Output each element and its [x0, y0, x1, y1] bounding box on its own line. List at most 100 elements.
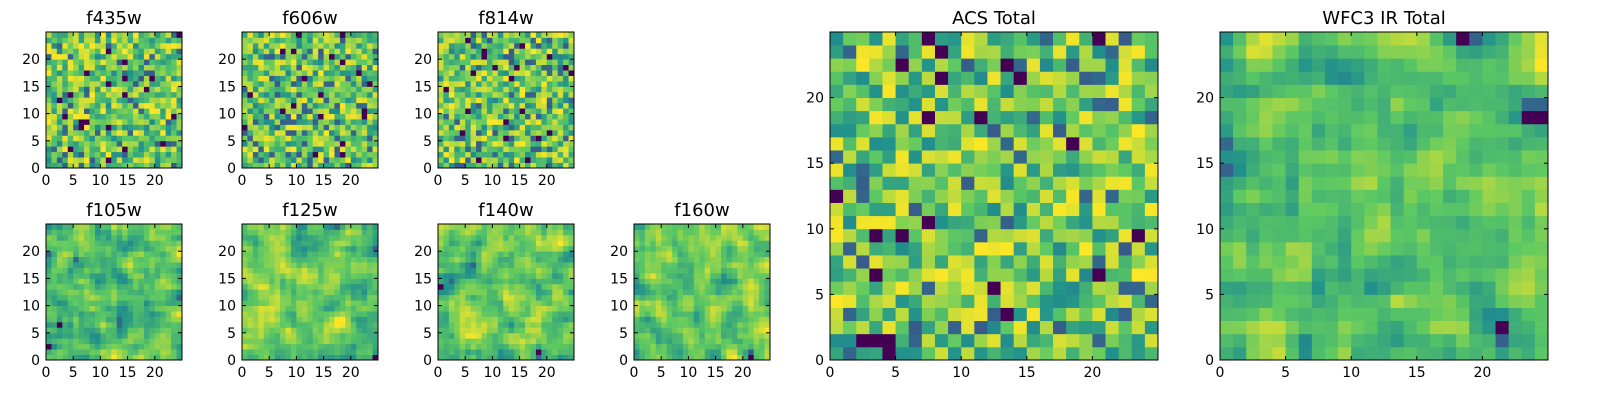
heatmap-cell	[127, 113, 134, 120]
heatmap-cell	[127, 251, 134, 258]
heatmap-cell	[89, 338, 96, 345]
heatmap-cell	[1105, 333, 1120, 348]
heatmap-cell	[677, 354, 684, 361]
heatmap-cell	[100, 70, 107, 76]
heatmap-cell	[497, 32, 504, 38]
heatmap-cell	[73, 64, 80, 71]
heatmap-cell	[666, 305, 673, 312]
heatmap-cell	[171, 272, 177, 279]
heatmap-cell	[470, 311, 477, 317]
heatmap-cell	[753, 332, 760, 339]
heatmap-cell	[242, 129, 248, 136]
heatmap-cell	[546, 349, 553, 355]
heatmap-cell	[715, 240, 722, 247]
heatmap-cell	[497, 327, 504, 334]
heatmap-cell	[274, 80, 281, 87]
heatmap-cell	[252, 157, 259, 163]
heatmap-cell	[759, 349, 765, 355]
heatmap-cell	[721, 240, 727, 247]
heatmap-cell	[869, 255, 883, 269]
heatmap-cell	[269, 70, 276, 76]
heatmap-cell	[830, 150, 844, 164]
heatmap-cell	[100, 300, 107, 306]
heatmap-cell	[154, 289, 161, 296]
heatmap-cell	[715, 224, 722, 230]
heatmap-cell	[1013, 215, 1028, 230]
heatmap-cell	[312, 262, 319, 268]
heatmap-cell	[699, 278, 706, 285]
heatmap-cell	[296, 224, 303, 230]
heatmap-cell	[345, 113, 352, 120]
heatmap-cell	[974, 202, 988, 217]
heatmap-cell	[329, 162, 335, 169]
heatmap-cell	[84, 162, 90, 169]
heatmap-cell	[67, 305, 74, 312]
heatmap-cell	[742, 327, 749, 334]
heatmap-cell	[143, 37, 150, 44]
heatmap-cell	[258, 294, 265, 301]
heatmap-cell	[508, 53, 515, 60]
heatmap-cell	[301, 80, 308, 87]
heatmap-cell	[334, 332, 341, 339]
heatmap-cell	[476, 140, 482, 147]
heatmap-cell	[116, 140, 123, 147]
heatmap-cell	[563, 245, 569, 252]
heatmap-cell	[307, 32, 314, 38]
heatmap-cell	[677, 332, 684, 339]
heatmap-cell	[454, 300, 461, 306]
heatmap-cell	[94, 124, 101, 131]
heatmap-cell	[481, 140, 488, 147]
heatmap-cell	[312, 64, 319, 71]
heatmap-cell	[100, 234, 107, 241]
heatmap-cell	[258, 75, 265, 82]
heatmap-cell	[726, 229, 733, 236]
heatmap-cell	[78, 229, 85, 236]
heatmap-cell	[67, 129, 74, 136]
heatmap-cell	[269, 278, 276, 285]
heatmap-cell	[133, 146, 139, 153]
heatmap-cell	[323, 135, 330, 142]
heatmap-cell	[508, 42, 515, 49]
heatmap-cell	[742, 305, 749, 312]
heatmap-cell	[73, 251, 80, 258]
heatmap-cell	[143, 327, 150, 334]
heatmap-cell	[514, 300, 520, 306]
heatmap-cell	[541, 229, 548, 236]
heatmap-cell	[116, 119, 123, 125]
heatmap-cell	[280, 48, 286, 55]
heatmap-cell	[329, 278, 335, 285]
heatmap-cell	[165, 332, 172, 339]
heatmap-cell	[252, 234, 259, 241]
heatmap-cell	[552, 129, 559, 136]
heatmap-cell	[372, 224, 379, 230]
heatmap-cell	[535, 354, 542, 361]
heatmap-cell	[486, 151, 493, 158]
heatmap-cell	[165, 75, 172, 82]
heatmap-cell	[535, 97, 542, 104]
heatmap-cell	[46, 349, 52, 355]
heatmap-cell	[737, 240, 744, 247]
heatmap-cell	[285, 146, 292, 153]
heatmap-cell	[356, 140, 363, 147]
y-tick-label: 10	[22, 299, 40, 315]
heatmap-cell	[443, 53, 450, 60]
heatmap-cell	[269, 240, 276, 247]
heatmap-cell	[459, 157, 466, 163]
heatmap-cell	[530, 91, 537, 98]
heatmap-cell	[350, 102, 357, 109]
heatmap-cell	[280, 91, 286, 98]
heatmap-cell	[122, 113, 128, 120]
heatmap-cell	[748, 256, 755, 263]
heatmap-cell	[242, 70, 248, 76]
heatmap-cell	[78, 224, 85, 230]
heatmap-cell	[704, 283, 711, 290]
heatmap-cell	[127, 146, 134, 153]
heatmap-cell	[67, 327, 74, 334]
panel-title: f160w	[674, 200, 729, 221]
heatmap-cell	[329, 321, 335, 328]
heatmap-cell	[869, 163, 883, 177]
heatmap-cell	[525, 91, 531, 98]
heatmap-cell	[263, 86, 270, 93]
heatmap-cell	[541, 42, 548, 49]
